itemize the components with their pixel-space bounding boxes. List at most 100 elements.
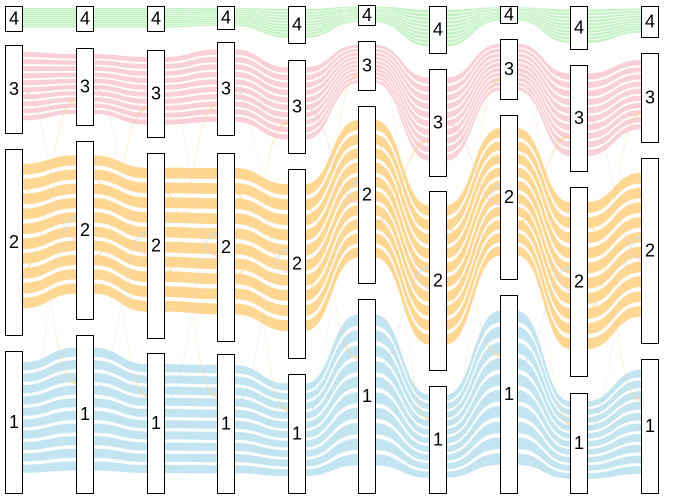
flow-1-axis9 (587, 444, 641, 463)
flow-4-axis5 (305, 21, 358, 38)
flow-4-axis7 (446, 18, 500, 43)
flow-1-axis9 (587, 380, 641, 415)
flow-1-axis2 (93, 423, 147, 440)
flow-2-axis6 (375, 190, 429, 288)
flow-3-axis5 (305, 52, 358, 88)
flow-1-axis2 (93, 398, 147, 418)
node-label: 2 (645, 241, 655, 261)
node-label: 4 (221, 8, 231, 28)
flow-3-axis5 (305, 60, 358, 103)
node-box (570, 6, 588, 50)
node-label: 4 (292, 15, 302, 35)
flow-1-axis5 (305, 361, 358, 419)
flow-1-axis2 (93, 360, 147, 384)
flow-4-axis3 (164, 7, 217, 10)
flow-2-axis4 (234, 183, 288, 211)
cross-flow-axis5 (305, 180, 358, 418)
flow-3-axis9 (587, 102, 641, 131)
flow-1-axis7 (446, 310, 500, 401)
cross-flow-axis7 (446, 78, 500, 310)
flow-4-axis5 (305, 14, 358, 26)
flow-2-axis2 (93, 283, 147, 312)
flow-2-axis5 (305, 219, 358, 301)
flow-1-axis9 (587, 412, 641, 439)
flow-3-axis4 (234, 108, 288, 133)
flow-4-axis9 (587, 28, 641, 40)
node-label: 1 (221, 414, 231, 434)
node-label: 4 (151, 9, 161, 29)
flow-4-axis3 (164, 11, 217, 14)
flow-2-axis7 (446, 141, 500, 230)
flow-3-axis7 (446, 87, 500, 161)
flow-2-axis7 (446, 219, 500, 316)
cross-flow-axis1 (22, 98, 76, 272)
flow-4-axis6 (375, 11, 429, 24)
flow-1-axis5 (305, 423, 358, 458)
flow-1-axis9 (587, 401, 641, 431)
node-label: 4 (80, 9, 90, 29)
flow-3-axis4 (234, 49, 288, 73)
node-box (429, 6, 447, 54)
flow-4-axis1 (22, 14, 76, 16)
cross-flow-axis8 (517, 266, 570, 367)
flow-1-axis3 (164, 409, 217, 418)
node-box (500, 6, 518, 24)
flow-1-axis6 (375, 407, 429, 453)
node-box (5, 351, 23, 494)
flow-2-axis3 (164, 167, 217, 179)
flow-1-axis1 (22, 410, 76, 428)
flow-4-axis8 (517, 8, 570, 16)
flow-1-axis8 (517, 405, 570, 455)
node-axis3-cat1: 1 (147, 353, 165, 494)
node-box (147, 353, 165, 494)
flow-4-axis2 (93, 12, 147, 14)
node-box (570, 187, 588, 377)
node-box (217, 6, 235, 30)
flow-1-axis6 (375, 438, 429, 470)
flow-4-axis9 (587, 10, 641, 16)
flow-3-axis5 (305, 76, 358, 133)
flow-3-axis7 (446, 67, 500, 127)
flow-2-axis4 (234, 228, 288, 256)
flow-1-axis7 (446, 437, 500, 470)
flow-1-axis5 (305, 407, 358, 448)
flow-2-axis7 (446, 180, 500, 273)
node-label: 1 (9, 412, 19, 432)
flow-2-axis4 (234, 213, 288, 241)
cross-flow-axis6 (375, 139, 429, 224)
flow-3-axis8 (517, 87, 570, 156)
flow-2-axis4 (234, 198, 288, 226)
node-axis5-cat3: 3 (288, 60, 306, 154)
flow-3-axis8 (517, 72, 570, 131)
flow-2-axis9 (587, 187, 641, 229)
flow-2-axis3 (164, 301, 217, 315)
flow-1-axis4 (234, 409, 288, 429)
cross-flow-axis3 (164, 231, 217, 404)
node-axis2-cat1: 1 (76, 335, 94, 494)
flow-1-axis5 (305, 454, 358, 477)
flow-1-axis6 (375, 423, 429, 461)
node-axis6-cat4: 4 (358, 5, 376, 26)
flow-2-axis3 (164, 212, 217, 224)
node-axis8-cat1: 1 (500, 295, 518, 494)
node-box (147, 153, 165, 339)
flow-1-axis7 (446, 421, 500, 461)
flow-3-axis1 (22, 72, 76, 79)
flow-4-axis4 (234, 7, 288, 12)
flow-2-axis8 (517, 219, 570, 319)
cross-flow-axis9 (587, 235, 641, 430)
node-label: 4 (362, 5, 372, 25)
cross-flow-axis1 (22, 186, 76, 385)
node-axis5-cat4: 4 (288, 6, 306, 44)
node-label: 1 (362, 386, 372, 406)
node-axis4-cat1: 1 (217, 354, 235, 494)
flow-3-axis8 (517, 48, 570, 89)
flow-1-axis5 (305, 345, 358, 410)
node-label: 3 (292, 97, 302, 117)
flow-3-axis2 (93, 103, 147, 118)
node-box (217, 153, 235, 342)
flow-4-axis2 (93, 22, 147, 24)
flow-4-axis4 (234, 11, 288, 18)
flow-2-axis8 (517, 141, 570, 229)
